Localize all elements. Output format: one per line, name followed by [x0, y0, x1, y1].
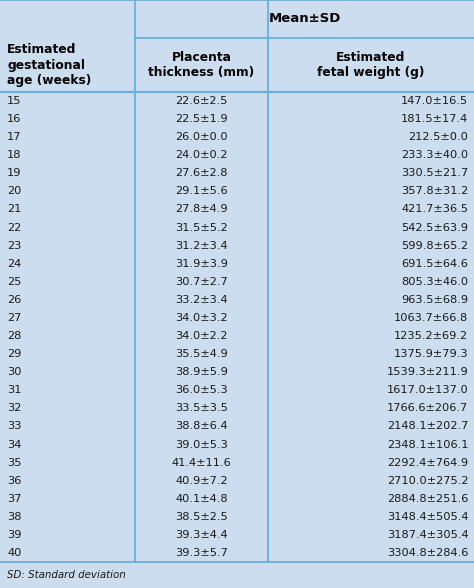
- Text: 20: 20: [7, 186, 21, 196]
- Text: SD: Standard deviation: SD: Standard deviation: [7, 570, 126, 580]
- Text: 24: 24: [7, 259, 21, 269]
- Text: 421.7±36.5: 421.7±36.5: [401, 205, 468, 215]
- Text: 357.8±31.2: 357.8±31.2: [401, 186, 468, 196]
- Text: 330.5±21.7: 330.5±21.7: [401, 168, 468, 178]
- Text: 35: 35: [7, 457, 22, 467]
- Text: 28: 28: [7, 331, 21, 341]
- Text: 147.0±16.5: 147.0±16.5: [401, 96, 468, 106]
- Text: 542.5±63.9: 542.5±63.9: [401, 223, 468, 233]
- Text: 33.5±3.5: 33.5±3.5: [175, 403, 228, 413]
- Text: 691.5±64.6: 691.5±64.6: [401, 259, 468, 269]
- Text: 23: 23: [7, 240, 21, 250]
- Text: 31.2±3.4: 31.2±3.4: [175, 240, 228, 250]
- Text: 22.5±1.9: 22.5±1.9: [175, 114, 228, 124]
- Text: 233.3±40.0: 233.3±40.0: [401, 151, 468, 161]
- Text: 33.2±3.4: 33.2±3.4: [175, 295, 228, 305]
- Text: 22: 22: [7, 223, 21, 233]
- Text: 3148.4±505.4: 3148.4±505.4: [387, 512, 468, 522]
- Text: 2148.1±202.7: 2148.1±202.7: [387, 422, 468, 432]
- Text: 31.9±3.9: 31.9±3.9: [175, 259, 228, 269]
- Text: 38.9±5.9: 38.9±5.9: [175, 367, 228, 377]
- Text: 38.5±2.5: 38.5±2.5: [175, 512, 228, 522]
- Text: 2292.4±764.9: 2292.4±764.9: [387, 457, 468, 467]
- Text: 40: 40: [7, 548, 21, 558]
- Text: 32: 32: [7, 403, 21, 413]
- Text: 29.1±5.6: 29.1±5.6: [175, 186, 228, 196]
- Text: 3187.4±305.4: 3187.4±305.4: [387, 530, 468, 540]
- Text: 39: 39: [7, 530, 22, 540]
- Text: 1375.9±79.3: 1375.9±79.3: [394, 349, 468, 359]
- Text: 15: 15: [7, 96, 22, 106]
- Text: 36.0±5.3: 36.0±5.3: [175, 385, 228, 395]
- Text: 39.3±4.4: 39.3±4.4: [175, 530, 228, 540]
- Text: Estimated
fetal weight (g): Estimated fetal weight (g): [317, 51, 425, 79]
- Text: 40.9±7.2: 40.9±7.2: [175, 476, 228, 486]
- Text: 18: 18: [7, 151, 22, 161]
- Text: 1766.6±206.7: 1766.6±206.7: [387, 403, 468, 413]
- Text: 963.5±68.9: 963.5±68.9: [401, 295, 468, 305]
- Text: 181.5±17.4: 181.5±17.4: [401, 114, 468, 124]
- Text: 26.0±0.0: 26.0±0.0: [175, 132, 228, 142]
- Text: 1235.2±69.2: 1235.2±69.2: [394, 331, 468, 341]
- Text: 31: 31: [7, 385, 22, 395]
- Text: 29: 29: [7, 349, 21, 359]
- Text: 16: 16: [7, 114, 21, 124]
- Text: Estimated
gestational
age (weeks): Estimated gestational age (weeks): [7, 43, 91, 87]
- Text: 19: 19: [7, 168, 22, 178]
- Text: Placenta
thickness (mm): Placenta thickness (mm): [148, 51, 255, 79]
- Text: 34.0±2.2: 34.0±2.2: [175, 331, 228, 341]
- Text: 34: 34: [7, 439, 21, 449]
- Text: 17: 17: [7, 132, 22, 142]
- Text: 212.5±0.0: 212.5±0.0: [409, 132, 468, 142]
- Text: 27.8±4.9: 27.8±4.9: [175, 205, 228, 215]
- Text: 38: 38: [7, 512, 22, 522]
- Text: 2348.1±106.1: 2348.1±106.1: [387, 439, 468, 449]
- Text: 36: 36: [7, 476, 21, 486]
- Text: 39.3±5.7: 39.3±5.7: [175, 548, 228, 558]
- Text: 21: 21: [7, 205, 21, 215]
- Text: 30: 30: [7, 367, 22, 377]
- Text: 805.3±46.0: 805.3±46.0: [401, 277, 468, 287]
- Text: 26: 26: [7, 295, 21, 305]
- Text: 2884.8±251.6: 2884.8±251.6: [387, 494, 468, 504]
- Text: 37: 37: [7, 494, 22, 504]
- Text: 40.1±4.8: 40.1±4.8: [175, 494, 228, 504]
- Text: 1539.3±211.9: 1539.3±211.9: [387, 367, 468, 377]
- Text: 3304.8±284.6: 3304.8±284.6: [387, 548, 468, 558]
- Text: 39.0±5.3: 39.0±5.3: [175, 439, 228, 449]
- Text: 31.5±5.2: 31.5±5.2: [175, 223, 228, 233]
- Text: 25: 25: [7, 277, 21, 287]
- Text: 35.5±4.9: 35.5±4.9: [175, 349, 228, 359]
- Text: 27: 27: [7, 313, 21, 323]
- Text: 2710.0±275.2: 2710.0±275.2: [387, 476, 468, 486]
- Text: 41.4±11.6: 41.4±11.6: [172, 457, 231, 467]
- Text: Mean±SD: Mean±SD: [268, 12, 341, 25]
- Text: 27.6±2.8: 27.6±2.8: [175, 168, 228, 178]
- Text: 38.8±6.4: 38.8±6.4: [175, 422, 228, 432]
- Text: 1063.7±66.8: 1063.7±66.8: [394, 313, 468, 323]
- Text: 34.0±3.2: 34.0±3.2: [175, 313, 228, 323]
- Text: 24.0±0.2: 24.0±0.2: [175, 151, 228, 161]
- Text: 33: 33: [7, 422, 22, 432]
- Text: 22.6±2.5: 22.6±2.5: [175, 96, 228, 106]
- Text: 1617.0±137.0: 1617.0±137.0: [387, 385, 468, 395]
- Text: 30.7±2.7: 30.7±2.7: [175, 277, 228, 287]
- Text: 599.8±65.2: 599.8±65.2: [401, 240, 468, 250]
